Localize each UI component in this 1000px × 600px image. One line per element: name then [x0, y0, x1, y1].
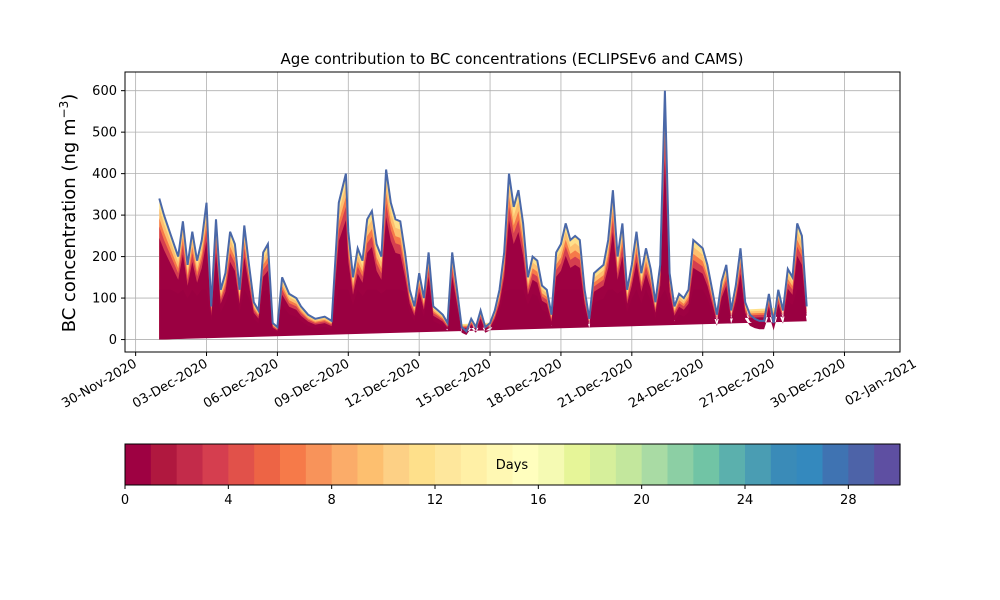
age-band-base [159, 289, 807, 340]
chart-title: Age contribution to BC concentrations (E… [281, 50, 744, 68]
y-tick-label: 400 [92, 167, 117, 182]
x-tick-label: 15-Dec-2020 [414, 356, 494, 411]
colorbar-bin [693, 444, 720, 485]
colorbar-bin [150, 444, 178, 485]
y-tick-label: 100 [92, 292, 117, 307]
y-axis-label-main: BC concentration (ng m [59, 118, 80, 332]
y-tick-label: 500 [92, 126, 117, 141]
age-bands [158, 90, 808, 340]
colorbar-bin [409, 444, 436, 485]
colorbar-tick-label: 28 [840, 493, 857, 508]
colorbar-bin [125, 444, 152, 485]
x-tick-label: 27-Dec-2020 [697, 356, 777, 411]
y-tick-label: 200 [92, 250, 117, 265]
colorbar [124, 443, 901, 486]
y-axis-label: BC concentration (ng m−3) [57, 94, 80, 333]
x-axis-ticks: 30-Nov-202003-Dec-202006-Dec-202009-Dec-… [59, 352, 919, 412]
x-tick-label: 03-Dec-2020 [130, 356, 210, 411]
x-tick-label: 18-Dec-2020 [485, 356, 565, 411]
colorbar-bin [460, 444, 488, 485]
x-tick-label: 30-Dec-2020 [768, 356, 848, 411]
colorbar-bin [202, 444, 229, 485]
colorbar-bin [357, 444, 384, 485]
colorbar-bin [228, 444, 255, 485]
y-tick-label: 600 [92, 84, 117, 99]
colorbar-ticks: 0 4 8 12 16 20 24 28 [121, 485, 857, 508]
colorbar-bin [745, 444, 772, 485]
x-tick-label: 12-Dec-2020 [343, 356, 423, 411]
colorbar-bin [254, 444, 281, 485]
plot-frame [124, 71, 901, 353]
colorbar-bin [590, 444, 617, 485]
colorbar-bin [538, 444, 565, 485]
colorbar-tick-label: 4 [224, 493, 232, 508]
colorbar-frame [124, 443, 901, 486]
colorbar-tick-label: 20 [633, 493, 650, 508]
colorbar-tick-label: 8 [328, 493, 336, 508]
x-tick-label: 21-Dec-2020 [555, 356, 635, 411]
colorbar-tick-label: 24 [737, 493, 754, 508]
colorbar-bin [641, 444, 669, 485]
y-axis-ticks: 0 100 200 300 400 500 600 [92, 84, 125, 348]
colorbar-bin [874, 444, 901, 485]
colorbar-bin [305, 444, 333, 485]
x-tick-label: 02-Jan-2021 [843, 356, 920, 409]
y-tick-label: 0 [109, 333, 117, 348]
colorbar-bin [719, 444, 746, 485]
colorbar-tick-label: 0 [121, 493, 129, 508]
colorbar-bin [615, 444, 643, 485]
colorbar-bin [848, 444, 875, 485]
y-tick-label: 300 [92, 209, 117, 224]
colorbar-tick-label: 16 [530, 493, 547, 508]
colorbar-bin [435, 444, 462, 485]
colorbar-bin [176, 444, 204, 485]
total-outline-line [158, 90, 808, 334]
x-tick-label: 30-Nov-2020 [59, 356, 139, 411]
colorbar-bin [796, 444, 824, 485]
colorbar-bin [564, 444, 591, 485]
x-tick-label: 06-Dec-2020 [201, 356, 281, 411]
y-axis-label-close: ) [59, 94, 80, 101]
colorbar-bin [331, 444, 359, 485]
colorbar-bin [486, 444, 514, 485]
colorbar-label: Days [496, 458, 529, 473]
colorbar-bin [667, 444, 694, 485]
colorbar-bin [280, 444, 307, 485]
x-tick-label: 09-Dec-2020 [272, 356, 352, 411]
y-axis-label-superscript: −3 [57, 101, 71, 119]
colorbar-tick-label: 12 [427, 493, 444, 508]
colorbar-bin [822, 444, 849, 485]
colorbar-bin [512, 444, 539, 485]
plot-area [124, 71, 901, 353]
colorbar-bin [770, 444, 798, 485]
colorbar-bin [383, 444, 410, 485]
x-tick-label: 24-Dec-2020 [626, 356, 706, 411]
